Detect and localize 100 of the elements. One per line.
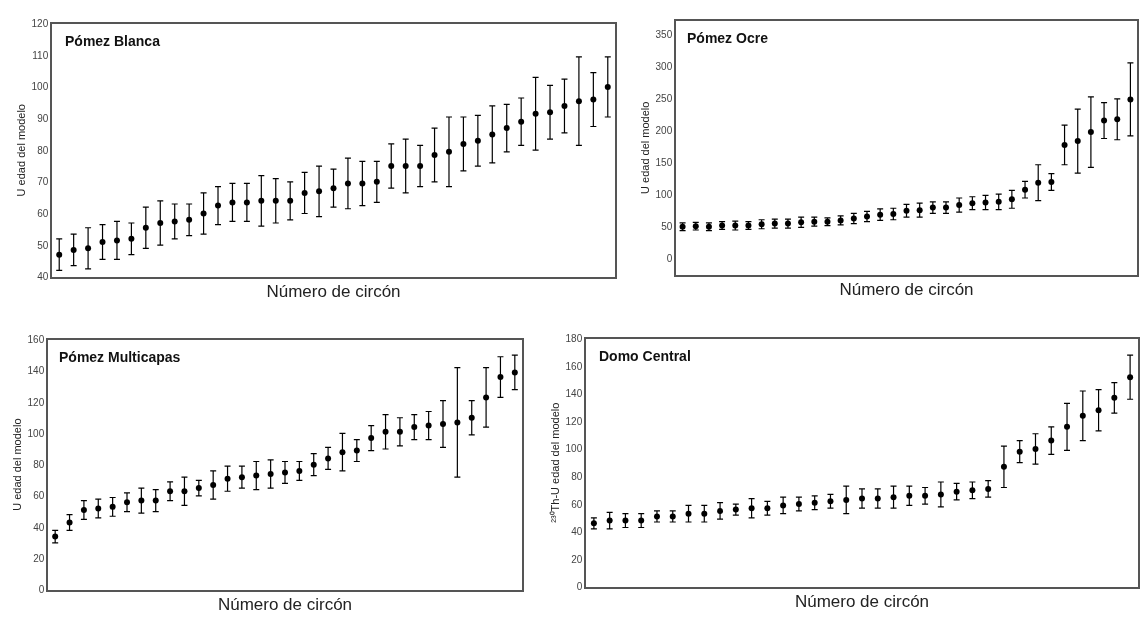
point <box>128 235 135 242</box>
y-tick-label: 80 <box>37 144 49 156</box>
point <box>70 246 77 253</box>
point <box>547 109 554 116</box>
y-axis-title: U edad del modelo <box>10 418 23 511</box>
point <box>238 474 245 481</box>
y-tick-label: 160 <box>565 360 583 372</box>
point <box>373 178 380 185</box>
point <box>224 475 231 482</box>
point <box>296 467 303 474</box>
point <box>1008 196 1015 203</box>
point <box>604 83 611 90</box>
point <box>210 481 217 488</box>
point <box>995 198 1002 205</box>
y-tick-label: 50 <box>37 239 49 251</box>
point <box>167 488 174 495</box>
point <box>764 505 771 512</box>
point <box>859 495 865 502</box>
point <box>1016 448 1023 455</box>
point <box>532 110 539 117</box>
text: Pómez Ocre <box>687 30 769 46</box>
point <box>575 98 582 105</box>
y-tick-label: 350 <box>655 29 673 41</box>
point <box>454 419 461 426</box>
point <box>489 131 496 138</box>
point <box>483 394 490 401</box>
x-axis-title: Número de circón <box>217 595 353 615</box>
point <box>1064 423 1071 430</box>
point <box>1111 394 1118 401</box>
point <box>1095 407 1102 414</box>
point <box>811 499 818 506</box>
point <box>1087 129 1094 136</box>
point <box>843 496 850 503</box>
point <box>80 506 87 513</box>
y-tick-label: 160 <box>27 334 45 346</box>
point <box>969 200 976 207</box>
point <box>316 188 323 195</box>
point <box>138 497 145 504</box>
y-tick-label: 90 <box>37 113 49 125</box>
point <box>301 189 308 196</box>
point <box>468 414 475 421</box>
x-axis-title: Número de circón <box>266 282 401 302</box>
y-tick-label: 40 <box>37 271 49 283</box>
point <box>396 428 403 435</box>
point <box>157 219 164 226</box>
point <box>922 492 929 499</box>
point <box>903 207 910 214</box>
y-tick-label: 140 <box>27 365 45 377</box>
point <box>1048 179 1055 185</box>
point <box>953 488 960 495</box>
point <box>827 498 834 505</box>
point <box>1114 116 1121 123</box>
point <box>890 211 897 217</box>
point <box>590 96 597 103</box>
y-tick-label: 120 <box>27 396 45 408</box>
y-tick-label: 60 <box>571 498 583 510</box>
point <box>1000 463 1007 470</box>
point <box>874 495 881 502</box>
point <box>310 461 317 468</box>
point <box>916 207 923 214</box>
point <box>368 435 375 442</box>
point <box>1035 179 1042 186</box>
y-tick-label: 80 <box>571 470 583 482</box>
point <box>606 517 613 524</box>
point <box>142 224 149 231</box>
point <box>518 118 525 125</box>
y-tick-label: 20 <box>571 553 583 565</box>
x-axis-title: Número de circón <box>794 592 930 612</box>
point <box>969 487 976 494</box>
point <box>474 137 481 144</box>
point <box>325 455 332 462</box>
point <box>748 505 755 512</box>
point <box>171 218 178 225</box>
point <box>1079 412 1086 419</box>
y-tick-label: 100 <box>27 427 45 439</box>
point <box>937 491 944 498</box>
y-tick-label: 40 <box>571 526 583 538</box>
point <box>258 197 265 204</box>
point <box>287 197 294 204</box>
point <box>402 163 409 170</box>
y-tick-label: 120 <box>565 415 583 427</box>
point <box>229 199 236 206</box>
point <box>1127 374 1134 381</box>
point <box>1127 96 1134 103</box>
point <box>1022 186 1029 193</box>
point <box>411 424 418 431</box>
y-axis-title: U edad del modelo <box>14 104 27 197</box>
point <box>982 199 989 206</box>
point <box>956 202 963 209</box>
point <box>282 469 288 476</box>
point <box>440 420 446 427</box>
y-tick-label: 120 <box>31 18 49 30</box>
point <box>85 245 92 252</box>
point <box>113 237 120 244</box>
y-tick-label: 0 <box>666 253 673 265</box>
point <box>431 151 438 158</box>
point <box>511 369 518 376</box>
y-tick-label: 0 <box>38 584 45 596</box>
point <box>701 510 708 517</box>
point <box>267 471 274 478</box>
